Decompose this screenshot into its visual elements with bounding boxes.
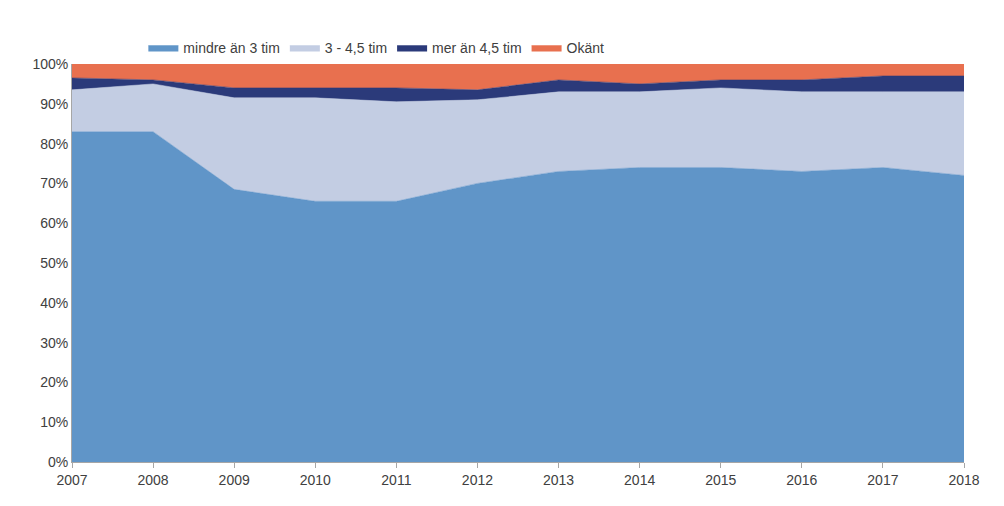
svg-text:Okänt: Okänt xyxy=(567,40,604,56)
svg-text:2016: 2016 xyxy=(786,472,817,488)
svg-text:2008: 2008 xyxy=(138,472,169,488)
svg-text:30%: 30% xyxy=(40,335,68,351)
svg-text:mindre än 3 tim: mindre än 3 tim xyxy=(183,40,279,56)
svg-text:2013: 2013 xyxy=(543,472,574,488)
svg-text:2009: 2009 xyxy=(219,472,250,488)
svg-text:2010: 2010 xyxy=(300,472,331,488)
svg-text:2011: 2011 xyxy=(381,472,411,488)
svg-text:90%: 90% xyxy=(40,96,68,112)
svg-text:3 - 4,5 tim: 3 - 4,5 tim xyxy=(325,40,387,56)
svg-text:70%: 70% xyxy=(40,175,68,191)
svg-text:20%: 20% xyxy=(40,374,68,390)
svg-text:60%: 60% xyxy=(40,215,68,231)
svg-text:mer än 4,5 tim: mer än 4,5 tim xyxy=(432,40,521,56)
svg-text:2018: 2018 xyxy=(948,472,979,488)
svg-text:100%: 100% xyxy=(32,56,68,72)
svg-text:50%: 50% xyxy=(40,255,68,271)
svg-text:40%: 40% xyxy=(40,295,68,311)
svg-text:2014: 2014 xyxy=(624,472,655,488)
svg-text:10%: 10% xyxy=(40,414,68,430)
svg-text:2012: 2012 xyxy=(462,472,493,488)
svg-text:2007: 2007 xyxy=(56,472,87,488)
svg-text:2015: 2015 xyxy=(705,472,736,488)
svg-text:80%: 80% xyxy=(40,136,68,152)
svg-text:2017: 2017 xyxy=(867,472,898,488)
svg-text:0%: 0% xyxy=(48,454,68,470)
